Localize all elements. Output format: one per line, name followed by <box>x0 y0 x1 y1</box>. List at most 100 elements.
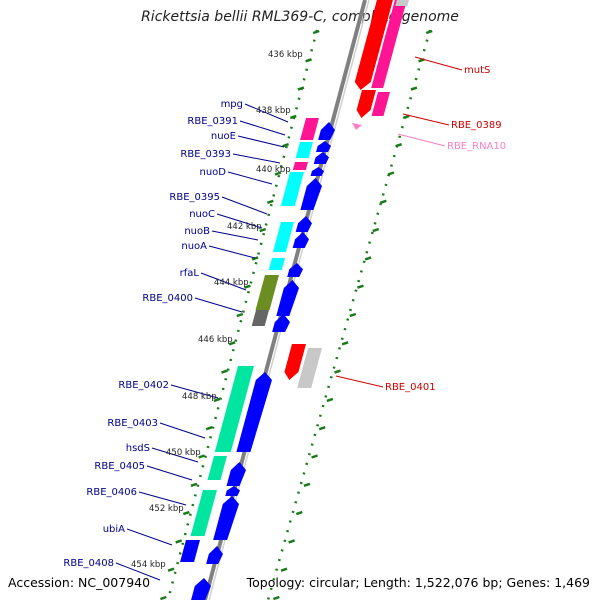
tick-mark <box>198 454 205 459</box>
tick-mark <box>379 199 387 204</box>
tick-mark <box>305 58 312 63</box>
gene-nuoc-cog[interactable] <box>272 222 294 252</box>
gene-label-muts[interactable]: mutS <box>464 65 490 76</box>
gene-nuob-cds[interactable] <box>292 232 309 248</box>
tick-mark <box>297 86 305 91</box>
tick-mark <box>259 227 267 233</box>
tick-mark <box>205 426 213 431</box>
kbp-label-438: 438 kbp <box>256 106 291 116</box>
gene-rbe0401-cog[interactable] <box>297 348 322 388</box>
gene-nuoe-cog[interactable] <box>295 142 313 158</box>
gene-label-nuoe[interactable]: nuoE <box>211 131 236 142</box>
tick-mark <box>311 454 318 459</box>
gene-ubia-cds2[interactable] <box>206 546 223 564</box>
connector-rfal <box>200 272 247 291</box>
gene-hsds-cds[interactable] <box>226 462 246 486</box>
connector-mpg <box>244 103 289 123</box>
tick-mark <box>272 595 280 600</box>
gene-label-rbe0395[interactable]: RBE_0395 <box>169 192 220 203</box>
gene-rbe0393-cds[interactable] <box>310 167 324 176</box>
tick-mark <box>159 595 167 600</box>
tick-mark <box>221 369 228 374</box>
connector-rna10 <box>397 133 446 147</box>
tick-mark <box>236 312 244 318</box>
tick-mark <box>182 510 190 516</box>
gene-rbe0389-cog[interactable] <box>371 92 390 116</box>
gene-nuod-cog[interactable] <box>280 172 304 206</box>
gene-nuod-cds[interactable] <box>300 178 322 210</box>
gene-rbe0401-cds[interactable] <box>284 344 306 380</box>
connector-rbe0403 <box>159 422 206 439</box>
gene-top-gray[interactable] <box>395 0 410 6</box>
gene-hsds-cog[interactable] <box>207 456 227 480</box>
gene-label-rbe0403[interactable]: RBE_0403 <box>107 418 158 429</box>
gene-rbe0402-cog[interactable] <box>214 366 254 452</box>
gene-label-rbe0401[interactable]: RBE_0401 <box>385 382 436 393</box>
gene-nuoa-cds[interactable] <box>287 263 303 277</box>
tick-mark <box>349 312 357 318</box>
tick-mark <box>410 86 418 91</box>
gene-label-rbe0400[interactable]: RBE_0400 <box>142 293 193 304</box>
gene-label-nuod[interactable]: nuoD <box>200 167 227 178</box>
tick-mark <box>251 256 259 261</box>
connector-rbe0401 <box>335 375 384 388</box>
tick-marks <box>159 29 433 600</box>
gene-nuoe-cds[interactable] <box>313 152 329 164</box>
gene-rbe0406-cog[interactable] <box>190 490 217 536</box>
tick-mark <box>395 143 403 148</box>
gene-features <box>180 0 410 600</box>
gene-label-mpg[interactable]: mpg <box>221 99 243 110</box>
gene-label-rbe0402[interactable]: RBE_0402 <box>118 380 169 391</box>
connector-rbe0402 <box>170 384 219 399</box>
kbp-label-454: 454 kbp <box>131 560 166 570</box>
tick-mark <box>175 539 183 544</box>
kbp-label-452: 452 kbp <box>149 504 184 514</box>
gene-nuoa-cog[interactable] <box>268 258 285 270</box>
gene-label-rbe0389[interactable]: RBE_0389 <box>451 120 502 131</box>
gene-rfal-gray[interactable] <box>251 310 269 326</box>
gene-rbe0402-cds[interactable] <box>236 372 272 452</box>
kbp-label-448: 448 kbp <box>182 392 217 402</box>
connector-nuoe <box>237 135 285 148</box>
tick-mark <box>326 397 334 403</box>
gene-label-rbe0406[interactable]: RBE_0406 <box>86 487 137 498</box>
gene-rbe0400-cds[interactable] <box>272 314 290 332</box>
gene-muts-cog[interactable] <box>371 0 408 88</box>
gene-mpg-cog[interactable] <box>300 118 319 140</box>
gene-label-rfal[interactable]: rfaL <box>180 268 200 279</box>
tick-mark <box>402 114 410 120</box>
gene-label-rbe0405[interactable]: RBE_0405 <box>94 461 145 472</box>
gene-label-ubia[interactable]: ubiA <box>103 524 125 535</box>
gene-rfal-cds[interactable] <box>276 280 299 316</box>
gene-label-rbe0408[interactable]: RBE_0408 <box>63 558 114 569</box>
gene-rbe0405-cds[interactable] <box>225 486 240 496</box>
tick-mark <box>280 567 288 572</box>
tick-mark <box>372 227 380 233</box>
tick-mark <box>341 341 349 346</box>
gene-label-rbe-rna10[interactable]: RBE_RNA10 <box>447 141 506 152</box>
gene-rbe0408-cds[interactable] <box>191 578 211 600</box>
tick-mark <box>244 284 251 289</box>
gene-label-rbe0393[interactable]: RBE_0393 <box>180 149 231 160</box>
gene-label-nuoa[interactable]: nuoA <box>181 241 207 252</box>
tick-mark <box>303 482 311 487</box>
gene-rbe0406-cds[interactable] <box>213 496 239 540</box>
gene-label-nuob[interactable]: nuoB <box>184 226 210 237</box>
gene-rbe0393-cog[interactable] <box>292 162 308 170</box>
gene-mpg-cds[interactable] <box>318 122 335 140</box>
gene-rbe0391-cds[interactable] <box>316 141 331 152</box>
gene-rbe-rna10[interactable] <box>352 123 362 130</box>
gene-label-rbe0391[interactable]: RBE_0391 <box>187 116 238 127</box>
gene-nuoc-cds[interactable] <box>295 216 312 232</box>
kbp-label-436: 436 kbp <box>268 50 303 60</box>
gene-rfal-cog[interactable] <box>255 275 279 310</box>
gene-rbe0389-cds[interactable] <box>356 90 376 118</box>
gene-label-nuoc[interactable]: nuoC <box>189 209 215 220</box>
tick-mark <box>318 426 326 431</box>
tick-mark <box>190 482 198 487</box>
gene-ubia-cds[interactable] <box>180 540 200 562</box>
gene-label-hsds[interactable]: hsdS <box>126 443 150 454</box>
gene-muts-cds[interactable] <box>354 0 394 90</box>
tick-mark <box>213 397 221 403</box>
